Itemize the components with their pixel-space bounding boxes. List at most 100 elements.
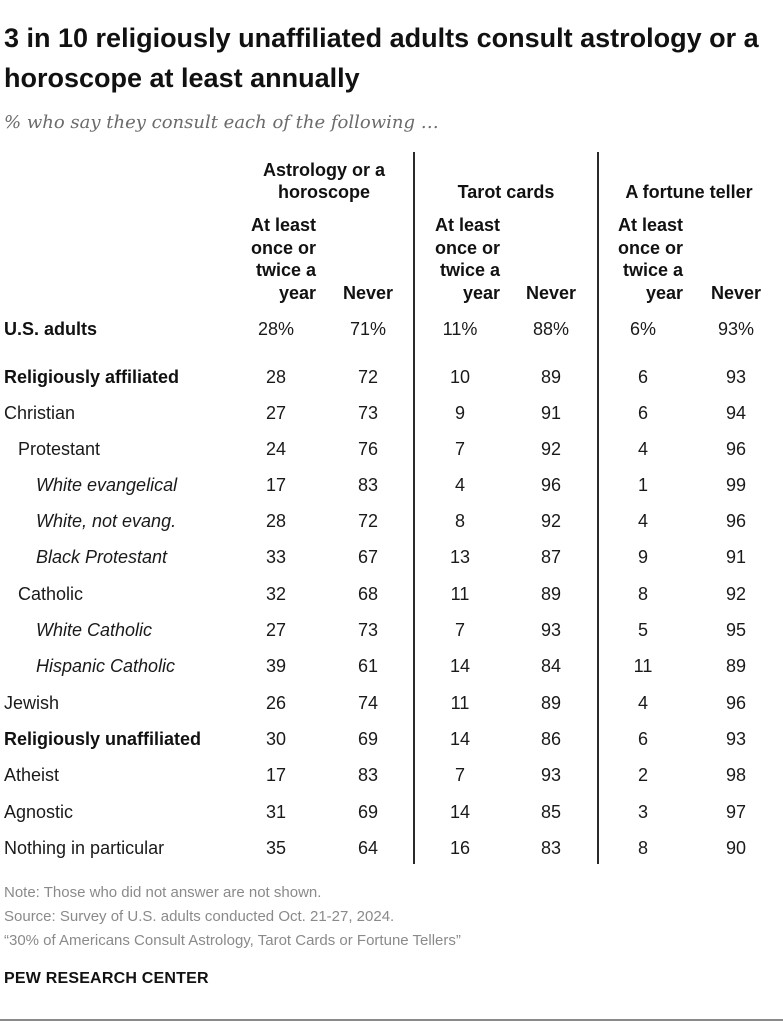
group-header-fortune-teller: A fortune teller	[625, 182, 753, 202]
data-cell: 85	[540, 802, 562, 822]
row-label: Hispanic Catholic	[36, 656, 176, 676]
data-cell: 89	[725, 656, 747, 676]
data-cell: 5	[637, 620, 648, 640]
table-row: U.S. adults 28% 71% 11% 88% 6% 93%	[0, 314, 783, 344]
data-cell: 30	[265, 729, 287, 749]
data-cell: 3	[637, 802, 648, 822]
data-cell: 8	[637, 584, 648, 604]
data-cell: 31	[265, 802, 287, 822]
data-cell: 27	[265, 403, 287, 423]
data-cell: 73	[357, 403, 379, 423]
data-cell: 97	[725, 802, 747, 822]
row-label: Religiously affiliated	[4, 367, 180, 387]
data-cell: 76	[357, 439, 379, 459]
data-cell: 91	[725, 547, 747, 567]
data-cell: 92	[725, 584, 747, 604]
data-cell: 93	[540, 620, 562, 640]
data-cell: 13	[449, 547, 471, 567]
data-cell: 61	[357, 656, 379, 676]
subheader-fortune-annual: At least once or twice a year	[617, 215, 683, 303]
data-cell: 27	[265, 620, 287, 640]
data-cell: 87	[540, 547, 562, 567]
subheader-astrology-never: Never	[342, 283, 394, 303]
column-divider-2	[597, 152, 599, 864]
data-cell: 17	[265, 475, 287, 495]
row-label: Agnostic	[4, 802, 74, 822]
subheader-tarot-annual: At least once or twice a year	[434, 215, 500, 303]
data-cell: 74	[357, 693, 379, 713]
data-cell: 90	[725, 838, 747, 858]
data-cell: 96	[725, 693, 747, 713]
data-cell: 11%	[442, 319, 478, 339]
data-cell: 11	[450, 584, 470, 604]
data-cell: 9	[637, 547, 648, 567]
table-row: White, not evang. 28 72 8 92 4 96	[0, 506, 783, 536]
row-label: U.S. adults	[4, 319, 98, 339]
data-cell: 6%	[629, 319, 656, 339]
table-row: Jewish 26 74 11 89 4 96	[0, 688, 783, 718]
subheader-fortune-never: Never	[710, 283, 762, 303]
report-title-text: “30% of Americans Consult Astrology, Tar…	[4, 932, 461, 949]
data-cell: 28%	[257, 319, 295, 339]
data-cell: 92	[540, 439, 562, 459]
data-cell: 72	[357, 511, 379, 531]
data-cell: 35	[265, 838, 287, 858]
data-cell: 93	[725, 367, 747, 387]
subheader-astrology-annual: At least once or twice a year	[250, 215, 316, 303]
data-cell: 11	[633, 656, 653, 676]
data-cell: 73	[357, 620, 379, 640]
group-header-astrology: Astrology or a horoscope	[262, 160, 386, 202]
data-cell: 93%	[717, 319, 755, 339]
data-cell: 28	[265, 367, 287, 387]
row-label: Black Protestant	[36, 547, 168, 567]
column-divider-1	[413, 152, 415, 864]
table-row: White evangelical 17 83 4 96 1 99	[0, 470, 783, 500]
table-row: Atheist 17 83 7 93 2 98	[0, 760, 783, 790]
data-cell: 69	[357, 802, 379, 822]
data-cell: 7	[454, 620, 465, 640]
row-label: Catholic	[18, 584, 84, 604]
data-cell: 28	[265, 511, 287, 531]
row-label: Christian	[4, 403, 76, 423]
row-label: White, not evang.	[36, 511, 177, 531]
data-cell: 93	[540, 765, 562, 785]
table-row: Christian 27 73 9 91 6 94	[0, 398, 783, 428]
data-cell: 95	[725, 620, 747, 640]
data-cell: 68	[357, 584, 379, 604]
data-cell: 8	[637, 838, 648, 858]
data-cell: 2	[637, 765, 648, 785]
table-row: Religiously unaffiliated 30 69 14 86 6 93	[0, 724, 783, 754]
row-label: Protestant	[18, 439, 101, 459]
data-cell: 14	[449, 802, 471, 822]
data-cell: 92	[540, 511, 562, 531]
data-cell: 91	[540, 403, 562, 423]
data-cell: 4	[637, 511, 648, 531]
row-label: White Catholic	[36, 620, 153, 640]
data-cell: 84	[540, 656, 562, 676]
data-cell: 11	[450, 693, 470, 713]
pew-logo-text: PEW RESEARCH CENTER	[4, 970, 209, 987]
data-cell: 14	[449, 656, 471, 676]
table-row: Hispanic Catholic 39 61 14 84 11 89	[0, 651, 783, 681]
note-text: Note: Those who did not answer are not s…	[4, 884, 322, 901]
data-cell: 67	[357, 547, 379, 567]
table-row: Protestant 24 76 7 92 4 96	[0, 434, 783, 464]
table-row: Nothing in particular 35 64 16 83 8 90	[0, 833, 783, 863]
data-cell: 1	[637, 475, 648, 495]
row-label: Jewish	[4, 693, 60, 713]
data-cell: 99	[725, 475, 747, 495]
data-cell: 96	[725, 511, 747, 531]
data-cell: 6	[637, 367, 648, 387]
data-cell: 83	[540, 838, 562, 858]
data-cell: 71%	[349, 319, 387, 339]
data-cell: 93	[725, 729, 747, 749]
data-cell: 96	[725, 439, 747, 459]
data-cell: 94	[725, 403, 747, 423]
source-text: Source: Survey of U.S. adults conducted …	[4, 908, 395, 925]
bottom-rule	[0, 1019, 783, 1021]
data-cell: 9	[454, 403, 465, 423]
chart-title: 3 in 10 religiously unaffiliated adults …	[4, 23, 759, 93]
group-header-tarot: Tarot cards	[457, 182, 555, 202]
row-label: Atheist	[4, 765, 60, 785]
data-cell: 17	[265, 765, 287, 785]
